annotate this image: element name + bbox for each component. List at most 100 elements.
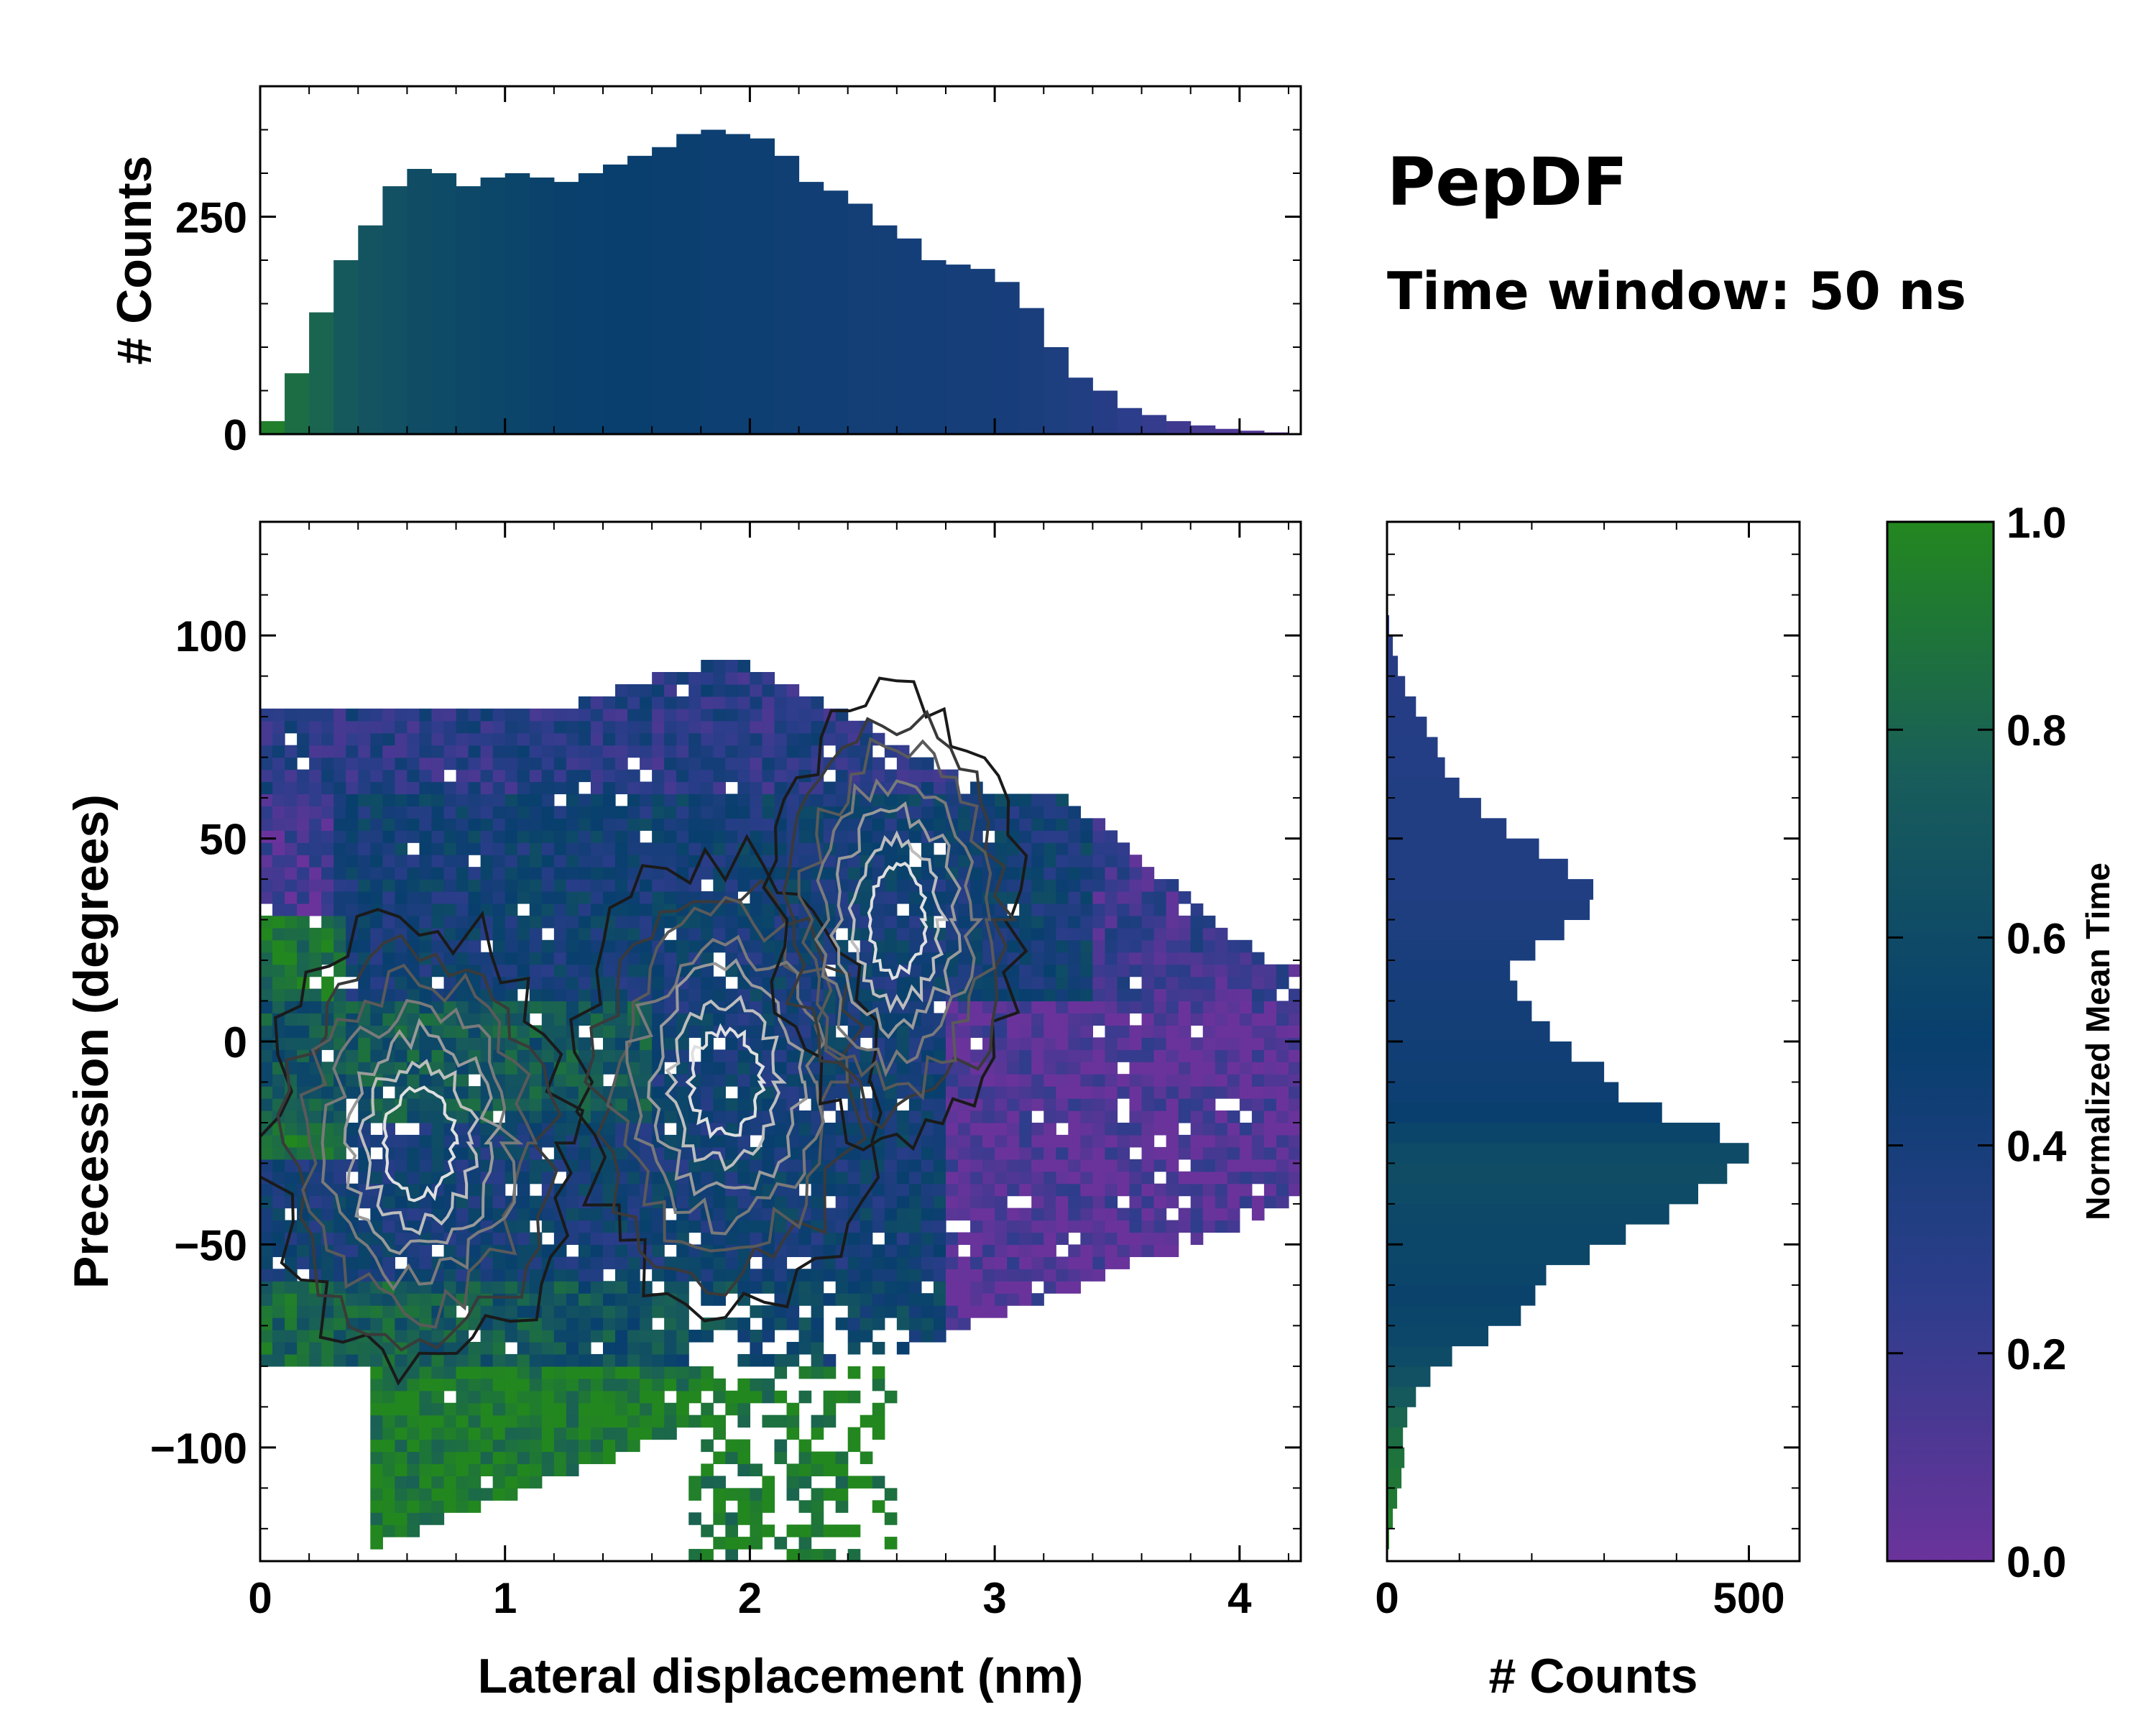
heatmap-cell — [529, 794, 543, 806]
heatmap-cell — [578, 952, 591, 965]
heatmap-cell — [1288, 988, 1301, 1002]
heatmap-cell — [750, 988, 763, 1002]
heatmap-cell — [419, 818, 433, 831]
heatmap-cell — [370, 1353, 383, 1367]
heatmap-cell — [995, 830, 1008, 843]
heatmap-cell — [664, 696, 677, 709]
heatmap-cell — [860, 1159, 873, 1172]
heatmap-cell — [786, 757, 800, 770]
heatmap-cell — [431, 818, 445, 831]
heatmap-cell — [566, 976, 579, 990]
heatmap-cell — [333, 769, 346, 783]
heatmap-cell — [260, 794, 273, 806]
heatmap-cell — [995, 1232, 1008, 1246]
heatmap-cell — [798, 1439, 812, 1453]
heatmap-cell — [676, 769, 689, 783]
heatmap-cell — [553, 1305, 567, 1318]
heatmap-cell — [541, 1366, 555, 1379]
heatmap-cell — [1166, 976, 1179, 990]
heatmap-cell — [590, 927, 604, 941]
heatmap-cell — [847, 1232, 861, 1246]
heatmap-cell — [578, 818, 591, 831]
heatmap-cell — [774, 1305, 788, 1318]
heatmap-cell — [431, 879, 445, 892]
heatmap-cell — [602, 1330, 616, 1343]
heatmap-cell — [1031, 976, 1044, 990]
heatmap-cell — [370, 794, 383, 806]
heatmap-cell — [1080, 988, 1093, 1002]
heatmap-cell — [921, 769, 934, 783]
heatmap-cell — [652, 1427, 665, 1440]
heatmap-cell — [860, 939, 873, 953]
heatmap-cell — [358, 806, 371, 819]
heatmap-cell — [884, 1220, 898, 1233]
heatmap-cell — [382, 1317, 395, 1330]
heatmap-cell — [701, 1439, 714, 1453]
heatmap-cell — [725, 1390, 738, 1404]
heatmap-cell — [737, 1062, 751, 1075]
heatmap-cell — [823, 879, 837, 892]
heatmap-cell — [640, 927, 653, 941]
heatmap-cell — [652, 1013, 665, 1026]
heatmap-cell — [1068, 1086, 1081, 1099]
heatmap-cell — [517, 769, 530, 783]
heatmap-cell — [798, 720, 812, 734]
heatmap-cell — [419, 1353, 433, 1367]
heatmap-cell — [664, 781, 677, 795]
heatmap-cell — [602, 952, 616, 965]
heatmap-cell — [297, 708, 310, 722]
heatmap-cell — [443, 867, 457, 880]
heatmap-cell — [431, 1122, 445, 1136]
heatmap-cell — [970, 1110, 983, 1123]
heatmap-cell — [762, 1037, 775, 1050]
heatmap-cell — [578, 757, 591, 770]
heatmap-cell — [627, 1305, 640, 1318]
heatmap-cell — [823, 1402, 837, 1416]
heatmap-cell — [762, 1281, 775, 1294]
heatmap-cell — [1044, 1013, 1056, 1026]
heatmap-cell — [456, 1427, 469, 1440]
heatmap-cell — [1178, 952, 1192, 965]
heatmap-cell — [358, 1159, 371, 1172]
heatmap-cell — [1044, 1269, 1056, 1282]
heatmap-cell — [823, 1122, 837, 1136]
heatmap-cell — [725, 1269, 738, 1282]
heatmap-cell — [750, 757, 763, 770]
heatmap-cell — [309, 879, 322, 892]
heatmap-cell — [896, 1293, 910, 1306]
heatmap-cell — [419, 1244, 433, 1257]
heatmap-cell — [750, 830, 763, 843]
heatmap-cell — [395, 757, 408, 770]
heatmap-cell — [566, 1366, 579, 1379]
heatmap-cell — [358, 720, 371, 734]
heatmap-cell — [602, 720, 616, 734]
heatmap-cell — [1056, 939, 1069, 953]
heatmap-cell — [884, 903, 898, 916]
heatmap-cell — [358, 757, 371, 770]
heatmap-cell — [1080, 1062, 1093, 1075]
heatmap-cell — [835, 1463, 849, 1476]
heatmap-cell — [713, 1171, 726, 1184]
heatmap-cell — [982, 1232, 995, 1246]
top-histogram-bar — [1044, 347, 1069, 434]
heatmap-cell — [847, 1122, 861, 1136]
heatmap-cell — [492, 891, 506, 904]
heatmap-cell — [529, 1062, 543, 1075]
heatmap-cell — [762, 1146, 775, 1160]
heatmap-cell — [1080, 830, 1093, 843]
heatmap-cell — [321, 1086, 334, 1099]
heatmap-cell — [872, 1183, 885, 1197]
heatmap-cell — [640, 1305, 653, 1318]
heatmap-cell — [395, 1439, 408, 1453]
heatmap-cell — [627, 903, 640, 916]
heatmap-cell — [480, 1025, 494, 1038]
heatmap-cell — [602, 867, 616, 880]
heatmap-cell — [1141, 1086, 1155, 1099]
heatmap-cell — [1141, 964, 1155, 978]
heatmap-cell — [688, 732, 701, 746]
heatmap-cell — [1117, 1171, 1130, 1184]
heatmap-cell — [908, 1293, 922, 1306]
heatmap-cell — [676, 1220, 689, 1233]
heatmap-cell — [1007, 1037, 1020, 1050]
heatmap-cell — [602, 696, 616, 709]
